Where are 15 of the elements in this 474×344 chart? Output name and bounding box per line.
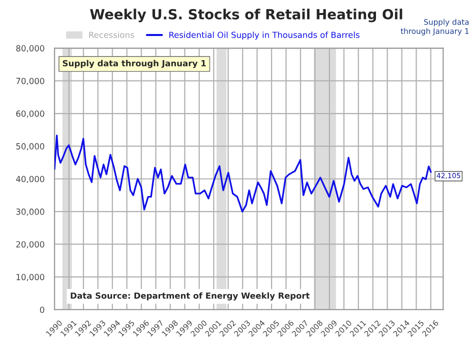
y-tick-label: 0	[40, 306, 44, 313]
y-tick-label: 60,000	[16, 110, 44, 118]
line-series	[54, 134, 432, 212]
y-tick-label: 70,000	[16, 78, 44, 85]
y-tick-label: 30,000	[16, 208, 44, 216]
legend-label: Recessions	[89, 32, 134, 38]
y-tick-label: 40,000	[16, 176, 44, 184]
y-tick-label: 50,000	[16, 143, 44, 150]
chart-title: Weekly U.S. Stocks of Retail Heating Oil	[90, 8, 402, 22]
annotation: Supply data through January 1	[62, 60, 206, 68]
legend-label: Residential Oil Supply in Thousands of Barrels	[169, 32, 360, 40]
annotation: Data Source: Department of Energy Weekly Report	[70, 292, 310, 300]
y-tick-label: 10,000	[16, 274, 44, 282]
y-tick-label: 80,000	[16, 45, 44, 52]
y-tick-label: 20,000	[16, 241, 44, 248]
